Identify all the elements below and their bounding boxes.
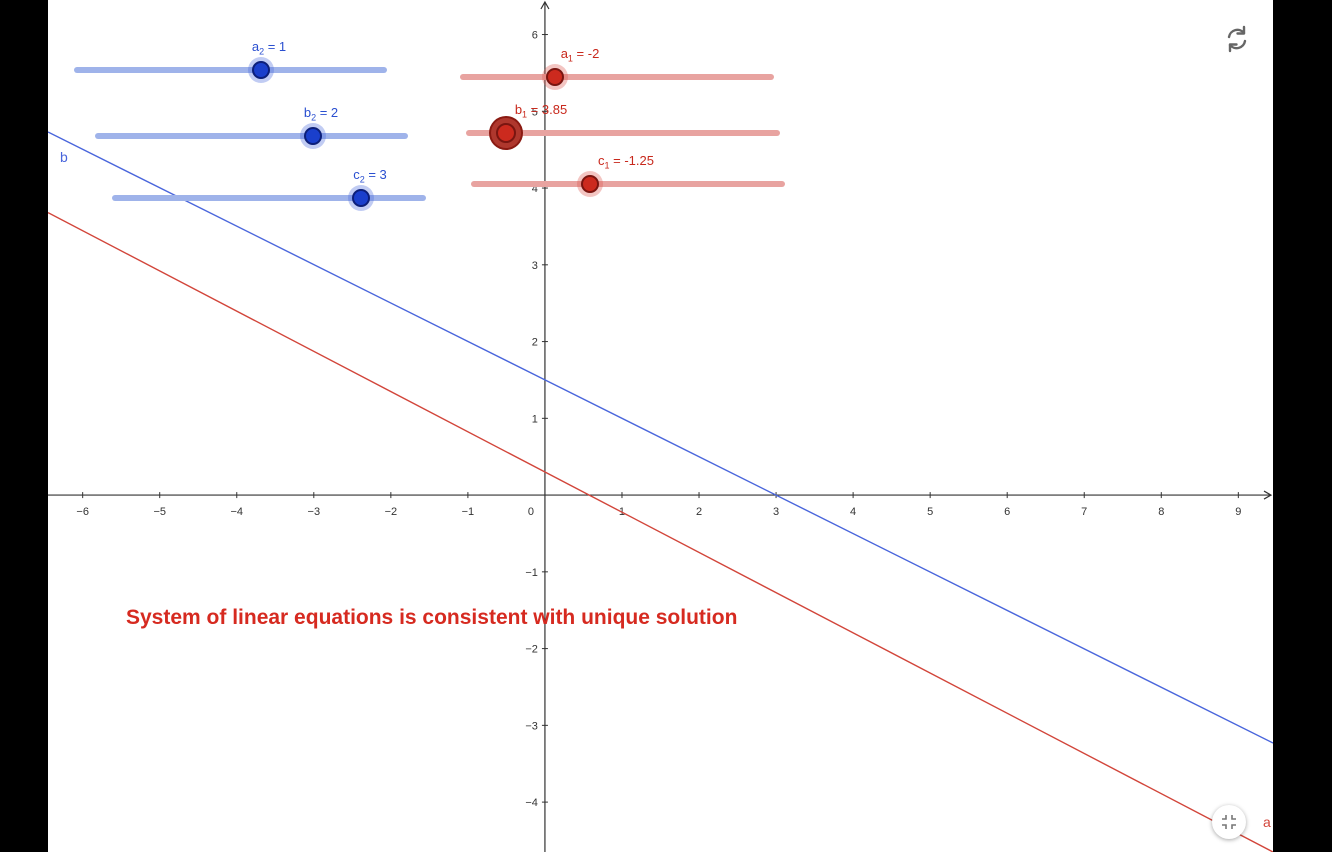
x-tick-label: 9	[1235, 506, 1241, 518]
slider-b2-track[interactable]	[95, 133, 408, 139]
y-tick-label: −3	[525, 720, 538, 732]
y-tick-label: 5	[532, 106, 538, 118]
line-label-a: a	[1263, 814, 1271, 830]
y-tick-label: 3	[532, 260, 538, 272]
x-tick-label: 8	[1158, 506, 1164, 518]
slider-b1-label: b1 = 3.85	[514, 102, 568, 120]
slider-c2[interactable]: c2 = 3	[112, 167, 426, 214]
x-tick-label: 0	[528, 506, 534, 518]
y-tick-label: −1	[525, 567, 538, 579]
x-tick-label: 4	[850, 506, 856, 518]
slider-a2[interactable]: a2 = 1	[74, 39, 387, 86]
x-tick-label: 7	[1081, 506, 1087, 518]
x-tick-label: 5	[927, 506, 933, 518]
slider-b2-handle[interactable]	[304, 127, 322, 145]
y-tick-label: 4	[532, 183, 538, 195]
slider-a1-track[interactable]	[460, 74, 774, 80]
slider-a2-label: a2 = 1	[251, 39, 287, 57]
slider-a1-label: a1 = -2	[560, 46, 600, 64]
slider-b2-label: b2 = 2	[303, 105, 339, 123]
x-tick-label: 2	[696, 506, 702, 518]
slider-c2-handle[interactable]	[352, 189, 370, 207]
fullscreen-button[interactable]	[1212, 805, 1246, 839]
fullscreen-icon	[1222, 815, 1236, 829]
x-tick-label: 6	[1004, 506, 1010, 518]
slider-a1[interactable]: a1 = -2	[460, 46, 774, 93]
y-axis-arrow	[540, 0, 550, 10]
x-tick-label: −6	[76, 506, 89, 518]
y-tick-label: 2	[532, 337, 538, 349]
y-tick-label: −2	[525, 644, 538, 656]
slider-c2-label: c2 = 3	[353, 167, 387, 185]
slider-b1-track[interactable]	[466, 130, 780, 136]
reset-icon	[1227, 25, 1247, 53]
status-message: System of linear equations is consistent…	[126, 606, 738, 629]
x-tick-label: −5	[153, 506, 166, 518]
x-tick-label: −2	[385, 506, 398, 518]
x-tick-label: 3	[773, 506, 779, 518]
y-tick-label: −4	[525, 797, 538, 809]
y-tick-label: 6	[532, 30, 538, 42]
line-b	[48, 131, 1273, 744]
slider-c1-handle[interactable]	[581, 175, 599, 193]
slider-a2-handle[interactable]	[252, 61, 270, 79]
slider-b2[interactable]: b2 = 2	[95, 105, 408, 152]
x-tick-label: −1	[462, 506, 475, 518]
y-tick-label: 1	[532, 413, 538, 425]
slider-a1-handle[interactable]	[546, 68, 564, 86]
slider-a2-track[interactable]	[74, 67, 387, 73]
slider-c1-track[interactable]	[471, 181, 785, 187]
line-label-b: b	[60, 149, 68, 165]
slider-c1[interactable]: c1 = -1.25	[471, 153, 785, 200]
x-axis-arrow	[1263, 490, 1273, 500]
slider-c2-track[interactable]	[112, 195, 426, 201]
slider-c1-label: c1 = -1.25	[598, 153, 654, 171]
reset-button[interactable]	[1220, 22, 1254, 56]
x-tick-label: −3	[308, 506, 321, 518]
line-a	[48, 211, 1273, 852]
x-tick-label: −4	[230, 506, 243, 518]
slider-b1-handle[interactable]	[496, 123, 516, 143]
slider-b1[interactable]: b1 = 3.85	[466, 102, 780, 149]
